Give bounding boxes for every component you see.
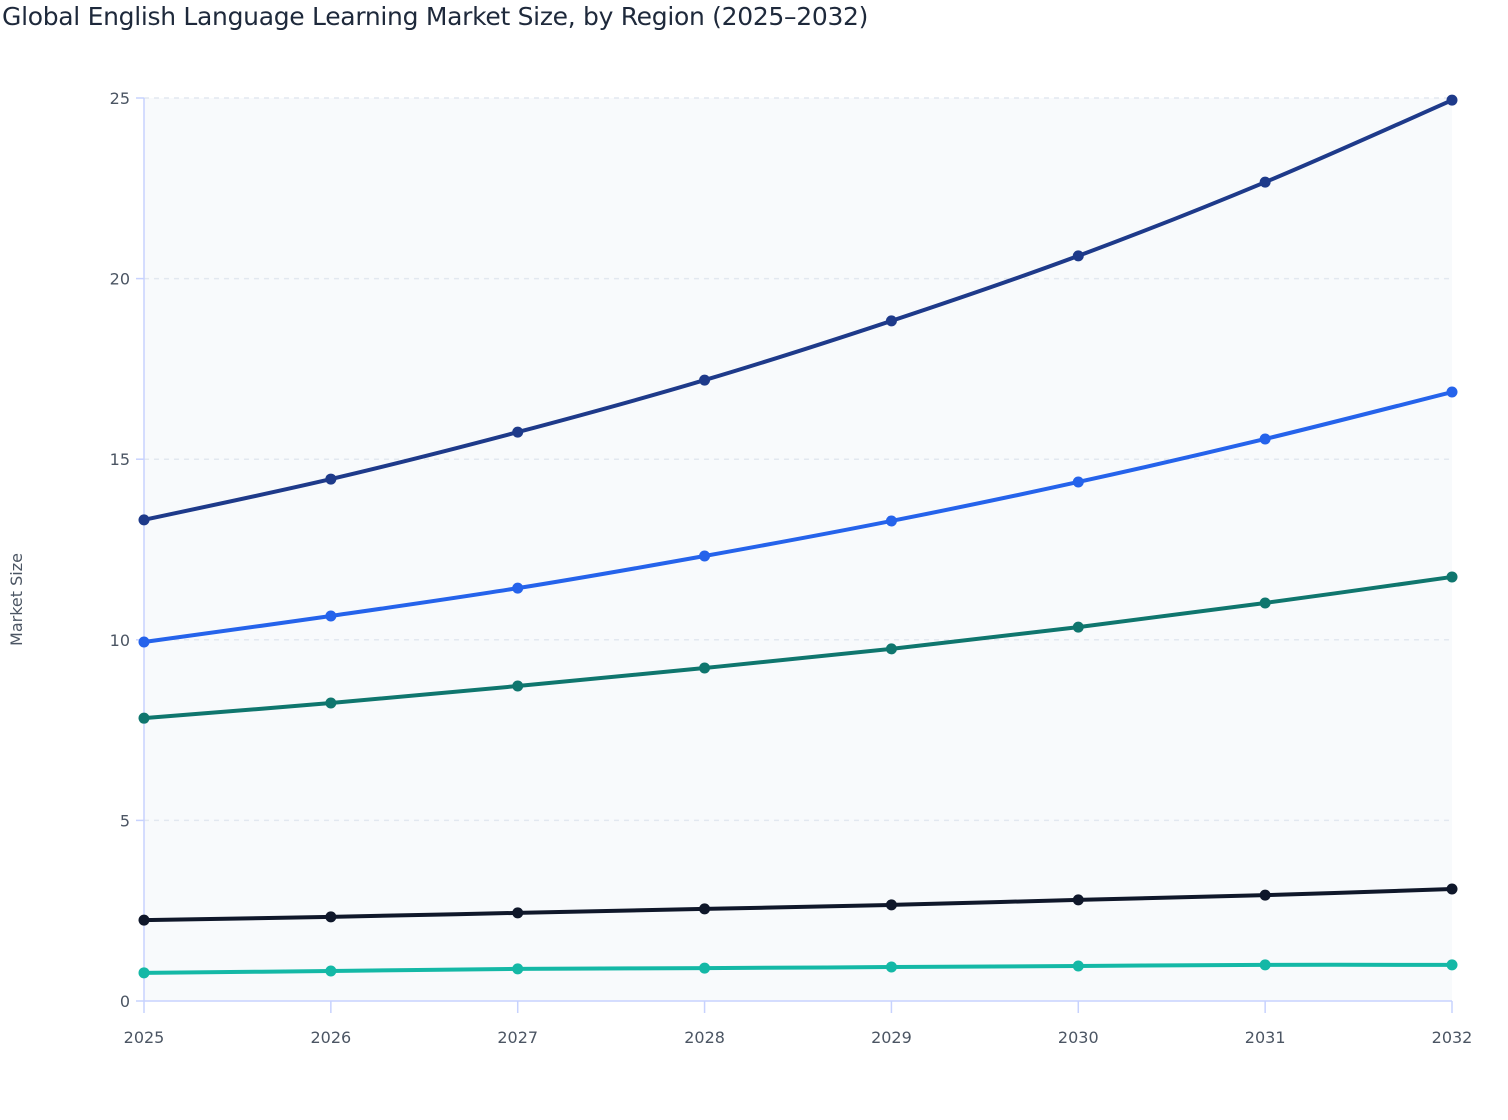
data-point <box>138 914 150 926</box>
y-tick-label: 25 <box>110 89 130 108</box>
y-axis-label: Market Size <box>7 553 26 646</box>
series-line-5 <box>143 962 1453 975</box>
x-tick-label: 2030 <box>1058 1028 1099 1047</box>
x-tick-label: 2028 <box>684 1028 725 1047</box>
data-point <box>699 662 711 674</box>
data-point <box>1259 597 1271 609</box>
y-tick-label: 15 <box>110 450 130 469</box>
plot-background <box>144 98 1452 1001</box>
data-point <box>699 962 711 974</box>
data-point <box>1072 250 1084 262</box>
y-tick-label: 0 <box>120 992 130 1011</box>
series-line-2 <box>143 390 1453 644</box>
x-tick-label: 2026 <box>310 1028 351 1047</box>
data-point <box>1446 94 1458 106</box>
y-tick-label: 20 <box>110 270 130 289</box>
data-point <box>885 643 897 655</box>
data-point <box>1072 476 1084 488</box>
data-point <box>885 315 897 327</box>
data-point <box>138 967 150 979</box>
data-point <box>1446 959 1458 971</box>
series-line-1 <box>143 98 1453 522</box>
x-tick-label: 2027 <box>497 1028 538 1047</box>
y-tick-label: 5 <box>120 811 130 830</box>
data-point <box>512 963 524 975</box>
data-point <box>325 610 337 622</box>
data-point <box>885 899 897 911</box>
data-point <box>1259 889 1271 901</box>
series-line-3 <box>143 574 1453 721</box>
data-point <box>512 907 524 919</box>
x-tick-label: 2025 <box>124 1028 165 1047</box>
data-point <box>1072 960 1084 972</box>
data-point <box>699 374 711 386</box>
data-point <box>1072 894 1084 906</box>
chart-title: Global English Language Learning Market … <box>2 2 869 31</box>
data-point <box>325 965 337 977</box>
data-point <box>512 680 524 692</box>
data-point <box>699 903 711 915</box>
data-point <box>1259 959 1271 971</box>
data-point <box>138 636 150 648</box>
data-point <box>885 961 897 973</box>
data-point <box>1446 883 1458 895</box>
y-tick-label: 10 <box>110 631 130 650</box>
data-point <box>512 426 524 438</box>
data-point <box>325 473 337 485</box>
data-point <box>325 697 337 709</box>
x-tick-label: 2031 <box>1245 1028 1286 1047</box>
data-point <box>138 514 150 526</box>
data-point <box>512 582 524 594</box>
data-point <box>885 515 897 527</box>
data-point <box>1446 571 1458 583</box>
data-point <box>1072 621 1084 633</box>
data-point <box>1446 386 1458 398</box>
series-line-4 <box>143 887 1453 923</box>
x-tick-label: 2032 <box>1432 1028 1473 1047</box>
data-point <box>1259 176 1271 188</box>
data-point <box>1259 433 1271 445</box>
x-tick-label: 2029 <box>871 1028 912 1047</box>
data-point <box>138 712 150 724</box>
data-point <box>699 550 711 562</box>
data-point <box>325 911 337 923</box>
